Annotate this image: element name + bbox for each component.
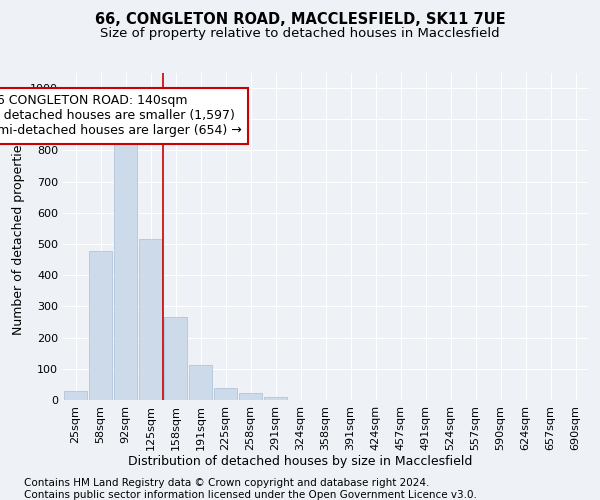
Text: Contains HM Land Registry data © Crown copyright and database right 2024.: Contains HM Land Registry data © Crown c… xyxy=(24,478,430,488)
Bar xyxy=(114,144,137,400)
Bar xyxy=(139,240,162,400)
Bar xyxy=(264,397,287,400)
Bar xyxy=(89,251,112,400)
Bar xyxy=(64,390,87,400)
Bar xyxy=(189,365,212,400)
Y-axis label: Number of detached properties: Number of detached properties xyxy=(11,138,25,335)
Text: Size of property relative to detached houses in Macclesfield: Size of property relative to detached ho… xyxy=(100,28,500,40)
Text: 66 CONGLETON ROAD: 140sqm
← 70% of detached houses are smaller (1,597)
29% of se: 66 CONGLETON ROAD: 140sqm ← 70% of detac… xyxy=(0,94,241,138)
Text: Contains public sector information licensed under the Open Government Licence v3: Contains public sector information licen… xyxy=(24,490,477,500)
Bar xyxy=(239,393,262,400)
Bar xyxy=(164,318,187,400)
Bar xyxy=(214,388,237,400)
Text: Distribution of detached houses by size in Macclesfield: Distribution of detached houses by size … xyxy=(128,454,472,468)
Text: 66, CONGLETON ROAD, MACCLESFIELD, SK11 7UE: 66, CONGLETON ROAD, MACCLESFIELD, SK11 7… xyxy=(95,12,505,28)
